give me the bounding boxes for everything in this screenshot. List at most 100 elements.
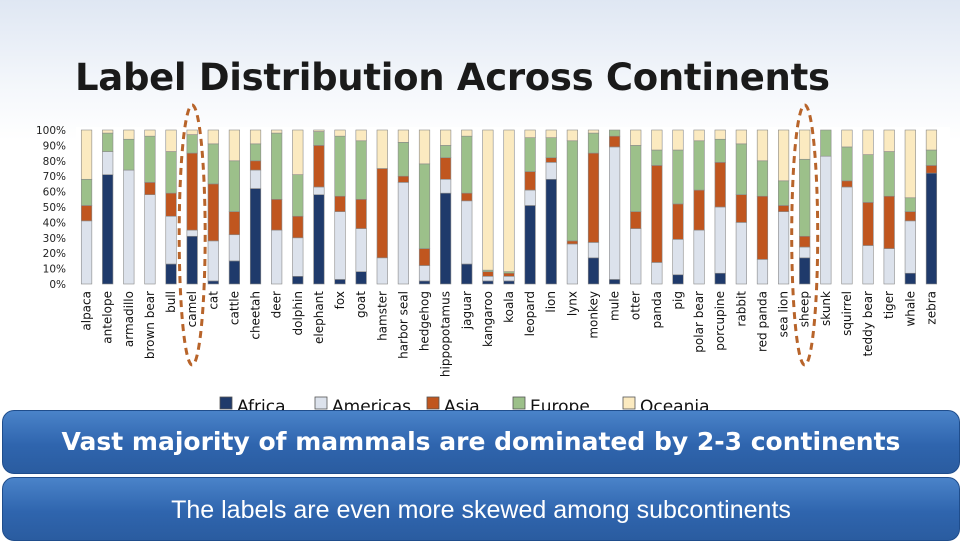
bar-skunk-americas [820, 155, 832, 285]
bar-rabbit-europe [735, 143, 747, 195]
x-tick-label-harbor-seal: harbor seal [396, 291, 410, 359]
bar-hedgehog-americas [418, 265, 431, 282]
bar-mule-europe [609, 129, 621, 137]
bar-sheep-asia [799, 235, 811, 248]
bar-jaguar-americas [461, 200, 473, 265]
bar-fox-oceania [334, 129, 346, 137]
x-tick-label-pig: pig [671, 291, 685, 310]
bar-porcupine-africa [714, 272, 726, 285]
bar-pig-oceania [672, 129, 684, 151]
bar-camel-americas [186, 229, 198, 237]
bar-hippopotamus-americas [440, 178, 452, 194]
bar-whale-europe [904, 197, 916, 212]
bar-alpaca-oceania [80, 129, 93, 180]
bar-hamster-oceania [376, 129, 388, 169]
bar-cat-africa [207, 280, 219, 285]
bar-fox-asia [334, 195, 346, 212]
bar-koala-oceania [503, 129, 515, 272]
bar-otter-asia [630, 211, 642, 229]
bar-goat-africa [355, 271, 367, 285]
bar-red-panda-oceania [756, 129, 769, 162]
bar-red-panda-europe [756, 160, 769, 197]
y-tick-label: 20% [43, 248, 66, 260]
legend-swatch-europe [512, 396, 526, 410]
bar-sea-lion-oceania [777, 129, 790, 182]
bar-deer-asia [271, 199, 283, 231]
banner-dominated-continents: Vast majority of mammals are dominated b… [2, 410, 960, 474]
bar-cat-americas [207, 240, 219, 282]
bar-pig-africa [672, 274, 684, 285]
y-tick-label: 0% [49, 279, 66, 291]
x-tick-label-kangaroo: kangaroo [481, 291, 495, 347]
bar-hamster-americas [376, 257, 388, 285]
bar-whale-africa [904, 272, 916, 285]
x-tick-label-camel: camel [185, 291, 199, 327]
bar-elephant-europe [313, 131, 325, 146]
x-tick-label-bull: bull [164, 291, 178, 313]
bar-lynx-oceania [566, 129, 578, 142]
bar-polar-bear-americas [693, 229, 705, 285]
bar-panda-americas [651, 262, 663, 285]
bar-harbor-seal-oceania [397, 129, 409, 143]
bar-cheetah-oceania [249, 129, 262, 145]
bar-bull-europe [165, 151, 177, 194]
bar-whale-oceania [904, 129, 916, 199]
x-tick-label-whale: whale [903, 291, 917, 327]
bar-camel-asia [186, 152, 198, 231]
bar-dolphin-americas [292, 237, 304, 277]
bar-goat-oceania [355, 129, 367, 142]
bar-zebra-europe [925, 149, 938, 166]
bar-monkey-asia [587, 152, 600, 243]
bar-porcupine-europe [714, 138, 726, 163]
bar-whale-asia [904, 211, 916, 222]
legend-swatch-americas [314, 396, 328, 410]
bar-brown-bear-asia [144, 182, 156, 195]
legend-swatch-africa [219, 396, 233, 410]
x-tick-label-leopard: leopard [523, 291, 537, 336]
x-tick-label-skunk: skunk [819, 291, 833, 326]
bar-elephant-oceania [313, 129, 325, 132]
x-tick-label-alpaca: alpaca [80, 291, 94, 331]
bar-koala-africa [503, 280, 515, 285]
bar-skunk-europe [820, 129, 832, 157]
x-tick-label-rabbit: rabbit [734, 291, 748, 327]
x-tick-label-armadillo: armadillo [122, 291, 136, 347]
y-tick-label: 30% [43, 233, 66, 245]
bar-kangaroo-oceania [482, 129, 494, 271]
y-tick-label: 10% [43, 264, 66, 276]
x-tick-label-fox: fox [333, 291, 347, 309]
x-tick-label-deer: deer [270, 291, 284, 318]
bar-bull-americas [165, 215, 177, 265]
x-tick-label-tiger: tiger [882, 291, 896, 319]
bar-harbor-seal-asia [397, 175, 409, 183]
y-tick-label: 90% [43, 140, 66, 152]
bar-mule-americas [609, 146, 621, 280]
bar-panda-oceania [651, 129, 663, 151]
bar-hedgehog-africa [418, 280, 431, 285]
bar-cheetah-americas [249, 169, 262, 189]
bar-cheetah-europe [249, 143, 262, 162]
bar-teddy-bear-americas [862, 245, 874, 285]
bar-sheep-americas [799, 246, 811, 259]
bar-harbor-seal-europe [397, 142, 409, 177]
bar-cat-oceania [207, 129, 219, 145]
bar-zebra-oceania [925, 129, 938, 151]
x-tick-label-brown-bear: brown bear [143, 291, 157, 359]
bar-kangaroo-americas [482, 275, 494, 282]
bar-sheep-oceania [799, 129, 811, 160]
bar-alpaca-americas [80, 220, 93, 285]
bar-squirrel-oceania [841, 129, 853, 148]
bar-sea-lion-asia [777, 205, 790, 212]
bar-hippopotamus-europe [440, 145, 452, 159]
bar-armadillo-europe [123, 138, 135, 171]
bar-lion-oceania [545, 129, 557, 138]
bar-bull-asia [165, 192, 177, 217]
bar-camel-oceania [186, 129, 198, 135]
y-tick-label: 100% [36, 125, 66, 137]
bar-deer-europe [271, 132, 283, 200]
bar-hedgehog-oceania [418, 129, 431, 165]
bar-teddy-bear-asia [862, 202, 874, 246]
x-tick-label-elephant: elephant [312, 291, 326, 344]
bar-otter-oceania [630, 129, 642, 146]
bar-porcupine-asia [714, 162, 726, 208]
